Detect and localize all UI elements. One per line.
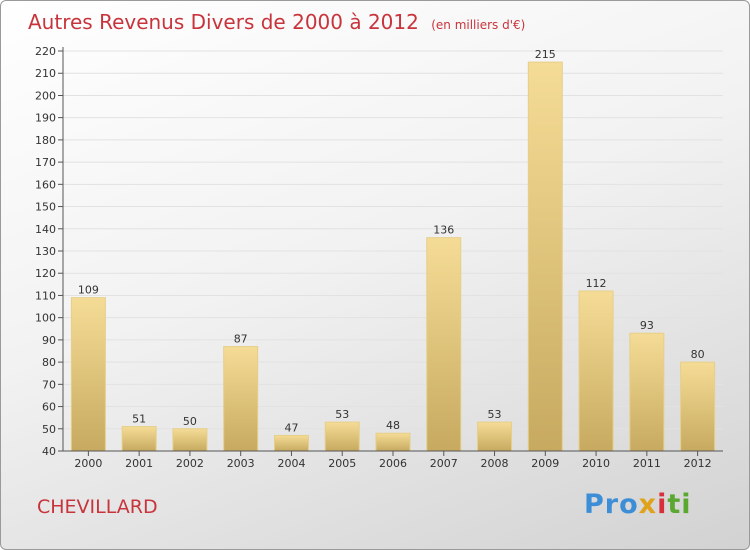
- x-tick-label: 2010: [582, 457, 610, 470]
- y-tick-label: 180: [35, 134, 56, 147]
- x-tick-label: 2003: [227, 457, 255, 470]
- x-tick-label: 2001: [125, 457, 153, 470]
- bars: [70, 61, 716, 452]
- x-tick-label: 2011: [633, 457, 661, 470]
- y-tick-label: 200: [35, 89, 56, 102]
- logo-part-4: ti: [667, 489, 692, 520]
- x-tick-label: 2008: [481, 457, 509, 470]
- chart-title: Autres Revenus Divers de 2000 à 2012 (en…: [28, 10, 525, 34]
- logo-part-2: x: [638, 489, 658, 520]
- x-axis-ticks: 2000 2001 2002 2003 2004 2005 2006 2007 2008 2009…: [74, 451, 712, 470]
- y-tick-label: 150: [35, 201, 56, 214]
- y-tick-label: 40: [42, 445, 56, 458]
- x-tick-label: 2005: [328, 457, 356, 470]
- value-label: 112: [586, 277, 607, 290]
- value-label: 47: [284, 421, 298, 434]
- bar: [527, 61, 563, 452]
- value-labels: 109 51 50 87 47 53 48 136 53 215 112 93 80: [78, 48, 705, 434]
- bar: [629, 332, 665, 452]
- logo-part-1: Pro: [584, 489, 639, 520]
- axes: [62, 47, 723, 452]
- bar: [172, 428, 208, 452]
- y-tick-label: 220: [35, 45, 56, 58]
- y-tick-label: 100: [35, 312, 56, 325]
- value-label: 93: [640, 319, 654, 332]
- bar: [680, 361, 716, 452]
- value-label: 53: [335, 408, 349, 421]
- value-label: 50: [183, 415, 197, 428]
- value-label: 51: [132, 413, 146, 426]
- bar: [375, 432, 411, 452]
- y-tick-label: 210: [35, 67, 56, 80]
- value-label: 53: [488, 408, 502, 421]
- y-tick-label: 110: [35, 289, 56, 302]
- bar: [70, 297, 106, 452]
- value-label: 80: [691, 348, 705, 361]
- value-label: 136: [433, 224, 454, 237]
- gridlines: [63, 50, 723, 452]
- proxiti-logo[interactable]: Proxiti: [584, 489, 692, 520]
- chart-title-text: Autres Revenus Divers de 2000 à 2012: [28, 10, 419, 34]
- y-tick-label: 120: [35, 267, 56, 280]
- bar: [578, 290, 614, 452]
- y-tick-label: 130: [35, 245, 56, 258]
- bar: [273, 434, 309, 452]
- x-tick-label: 2002: [176, 457, 204, 470]
- y-tick-label: 80: [42, 356, 56, 369]
- bar: [223, 346, 259, 452]
- x-tick-label: 2012: [684, 457, 712, 470]
- bar: [477, 421, 513, 452]
- x-tick-label: 2004: [277, 457, 305, 470]
- y-tick-label: 170: [35, 156, 56, 169]
- value-label: 48: [386, 419, 400, 432]
- y-tick-label: 60: [42, 401, 56, 414]
- commune-name: CHEVILLARD: [37, 496, 158, 518]
- x-tick-label: 2000: [74, 457, 102, 470]
- y-tick-label: 50: [42, 423, 56, 436]
- y-tick-label: 140: [35, 223, 56, 236]
- y-tick-label: 160: [35, 178, 56, 191]
- y-tick-label: 190: [35, 112, 56, 125]
- y-tick-label: 90: [42, 334, 56, 347]
- bar: [324, 421, 360, 452]
- x-tick-label: 2009: [531, 457, 559, 470]
- value-label: 87: [234, 333, 248, 346]
- y-tick-label: 70: [42, 378, 56, 391]
- value-label: 109: [78, 284, 99, 297]
- logo-part-3: i: [657, 489, 668, 520]
- chart-subtitle: (en milliers d'€): [431, 18, 526, 32]
- y-axis-ticks: 40 50 60 70 80 90 100 110 120 130 140 150 160 170 180 1…: [35, 45, 63, 458]
- bar: [426, 237, 462, 452]
- x-tick-label: 2006: [379, 457, 407, 470]
- bar: [121, 426, 157, 452]
- x-tick-label: 2007: [430, 457, 458, 470]
- value-label: 215: [535, 48, 556, 61]
